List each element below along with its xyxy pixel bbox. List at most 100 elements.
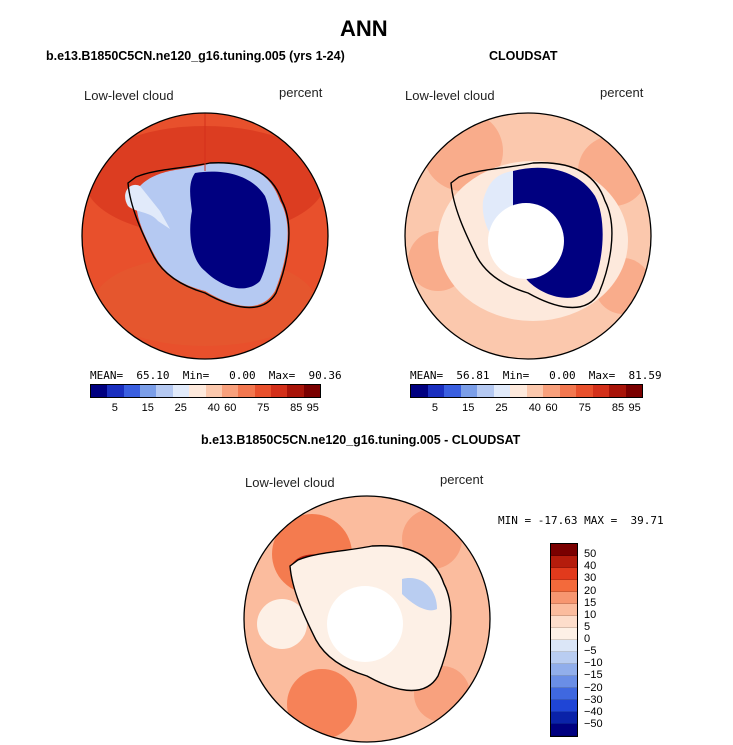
model-colorbar-swatch: [172, 385, 190, 397]
obs-panel-subtitle: CLOUDSAT: [489, 49, 558, 63]
obs-colorbar-swatch: [411, 385, 428, 397]
model-antarctica-interior: [190, 171, 271, 289]
diff-colorbar-swatch: [551, 580, 577, 592]
model-colorbar: [90, 384, 321, 398]
diff-colorbar-ticks: 50 40 30 20 15 10 5 0 −5 −10 −15 −20 −30 −40 −50: [584, 543, 624, 737]
diff-colorbar-swatch: [551, 688, 577, 700]
model-colorbar-swatch: [254, 385, 271, 397]
diff-colorbar-tick-label: 30: [584, 572, 597, 585]
diff-colorbar: [550, 543, 578, 737]
obs-colorbar-swatch: [526, 385, 543, 397]
diff-section-title: b.e13.B1850C5CN.ne120_g16.tuning.005 - C…: [201, 433, 521, 447]
diff-colorbar-swatch: [551, 628, 577, 640]
obs-colorbar-swatch: [477, 385, 494, 397]
diff-colorbar-swatch: [551, 568, 577, 580]
obs-colorbar-swatch: [493, 385, 510, 397]
diff-colorbar-tick-label: 0: [584, 633, 591, 645]
diff-polar-gap: [327, 586, 403, 662]
model-colorbar-tick-label: 25: [174, 402, 187, 414]
diff-colorbar-tick-label: −20: [584, 681, 603, 694]
model-stats: MEAN= 65.10 Min= 0.00 Max= 90.36: [90, 369, 342, 382]
model-colorbar-swatch: [303, 385, 321, 397]
model-panel-subtitle: b.e13.B1850C5CN.ne120_g16.tuning.005 (yr…: [46, 49, 345, 63]
obs-colorbar-tick-label: 5: [431, 402, 439, 414]
diff-colorbar-swatch: [551, 724, 577, 736]
obs-colorbar-swatch: [543, 385, 560, 397]
diff-patch-2: [287, 669, 357, 739]
obs-colorbar-swatch: [559, 385, 576, 397]
diff-variable-label: Low-level cloud: [245, 475, 335, 490]
diff-colorbar-swatch: [551, 700, 577, 712]
obs-units-label: percent: [600, 85, 644, 100]
model-colorbar-swatch: [221, 385, 239, 397]
diff-colorbar-tick-label: 50: [584, 548, 597, 561]
diff-colorbar-tick-label: −50: [584, 717, 603, 730]
obs-colorbar-swatch: [427, 385, 444, 397]
diff-stats: MIN = -17.63 MAX = 39.71: [498, 514, 664, 527]
model-units-label: percent: [279, 85, 323, 100]
diff-colorbar-tick-label: 5: [584, 620, 591, 633]
page-title: ANN: [340, 16, 388, 41]
obs-polar-gap: [488, 203, 564, 279]
obs-colorbar-swatch: [444, 385, 461, 397]
diff-colorbar-tick-label: −40: [584, 705, 603, 718]
model-colorbar-swatch: [107, 385, 124, 397]
diff-colorbar-swatch: [551, 712, 577, 724]
obs-colorbar-tick-label: 40: [528, 402, 541, 414]
model-colorbar-swatch: [140, 385, 157, 397]
obs-colorbar-tick-label: 85: [611, 402, 625, 414]
obs-colorbar-swatch: [576, 385, 593, 397]
diff-colorbar-tick-label: −30: [584, 693, 603, 706]
model-colorbar-tick-label: 40: [207, 402, 220, 414]
model-colorbar-tick-label: 15: [141, 402, 154, 414]
model-colorbar-swatch: [238, 385, 255, 397]
diff-colorbar-swatch: [551, 676, 577, 688]
obs-colorbar-tick-label: 60: [545, 402, 558, 414]
model-colorbar-swatch: [123, 385, 141, 397]
diff-colorbar-tick-label: 15: [584, 596, 597, 609]
obs-colorbar-swatch: [625, 385, 642, 397]
obs-polar-map: [404, 112, 652, 360]
diff-colorbar-tick-label: 10: [584, 608, 597, 621]
obs-colorbar-swatch: [460, 385, 477, 397]
obs-colorbar-tick-label: 75: [578, 402, 591, 414]
diff-coastline: [289, 545, 452, 692]
obs-colorbar-tick-label: 15: [462, 402, 475, 414]
model-polar-map: [81, 112, 329, 360]
model-colorbar-tick-label: 95: [306, 402, 319, 414]
model-colorbar-swatch: [205, 385, 222, 397]
model-colorbar-swatch: [91, 385, 108, 397]
model-colorbar-swatch: [189, 385, 206, 397]
model-colorbar-swatch: [156, 385, 173, 397]
model-peninsula: [125, 184, 170, 229]
diff-colorbar-tick-label: 40: [584, 560, 597, 573]
obs-coastline: [450, 162, 613, 309]
obs-colorbar-tick-label: 25: [495, 402, 508, 414]
diff-patch-5: [257, 599, 307, 649]
diff-colorbar-swatch: [551, 604, 577, 616]
obs-colorbar-tick-label: 95: [628, 402, 641, 414]
diff-colorbar-swatch: [551, 652, 577, 664]
diff-colorbar-tick-label: −15: [584, 669, 603, 682]
model-coastline: [127, 162, 290, 309]
model-colorbar-swatch: [287, 385, 304, 397]
obs-variable-label: Low-level cloud: [405, 88, 495, 103]
obs-colorbar: [410, 384, 643, 398]
diff-colorbar-swatch: [551, 616, 577, 628]
obs-stats: MEAN= 56.81 Min= 0.00 Max= 81.59: [410, 369, 662, 382]
model-colorbar-swatch: [270, 385, 288, 397]
diff-units-label: percent: [440, 472, 484, 487]
model-variable-label: Low-level cloud: [84, 88, 174, 103]
obs-colorbar-swatch: [609, 385, 626, 397]
model-colorbar-tick-label: 5: [111, 402, 118, 414]
diff-colorbar-tick-label: 20: [584, 584, 597, 597]
diff-polar-map: [243, 495, 491, 743]
model-colorbar-tick-label: 75: [257, 402, 270, 414]
diff-colorbar-swatch: [551, 556, 577, 568]
model-colorbar-tick-label: 60: [224, 402, 237, 414]
diff-negative-patch: [402, 578, 437, 611]
diff-colorbar-tick-label: −10: [584, 657, 603, 670]
diff-colorbar-swatch: [551, 640, 577, 652]
obs-colorbar-swatch: [510, 385, 527, 397]
diff-colorbar-swatch: [551, 544, 577, 556]
